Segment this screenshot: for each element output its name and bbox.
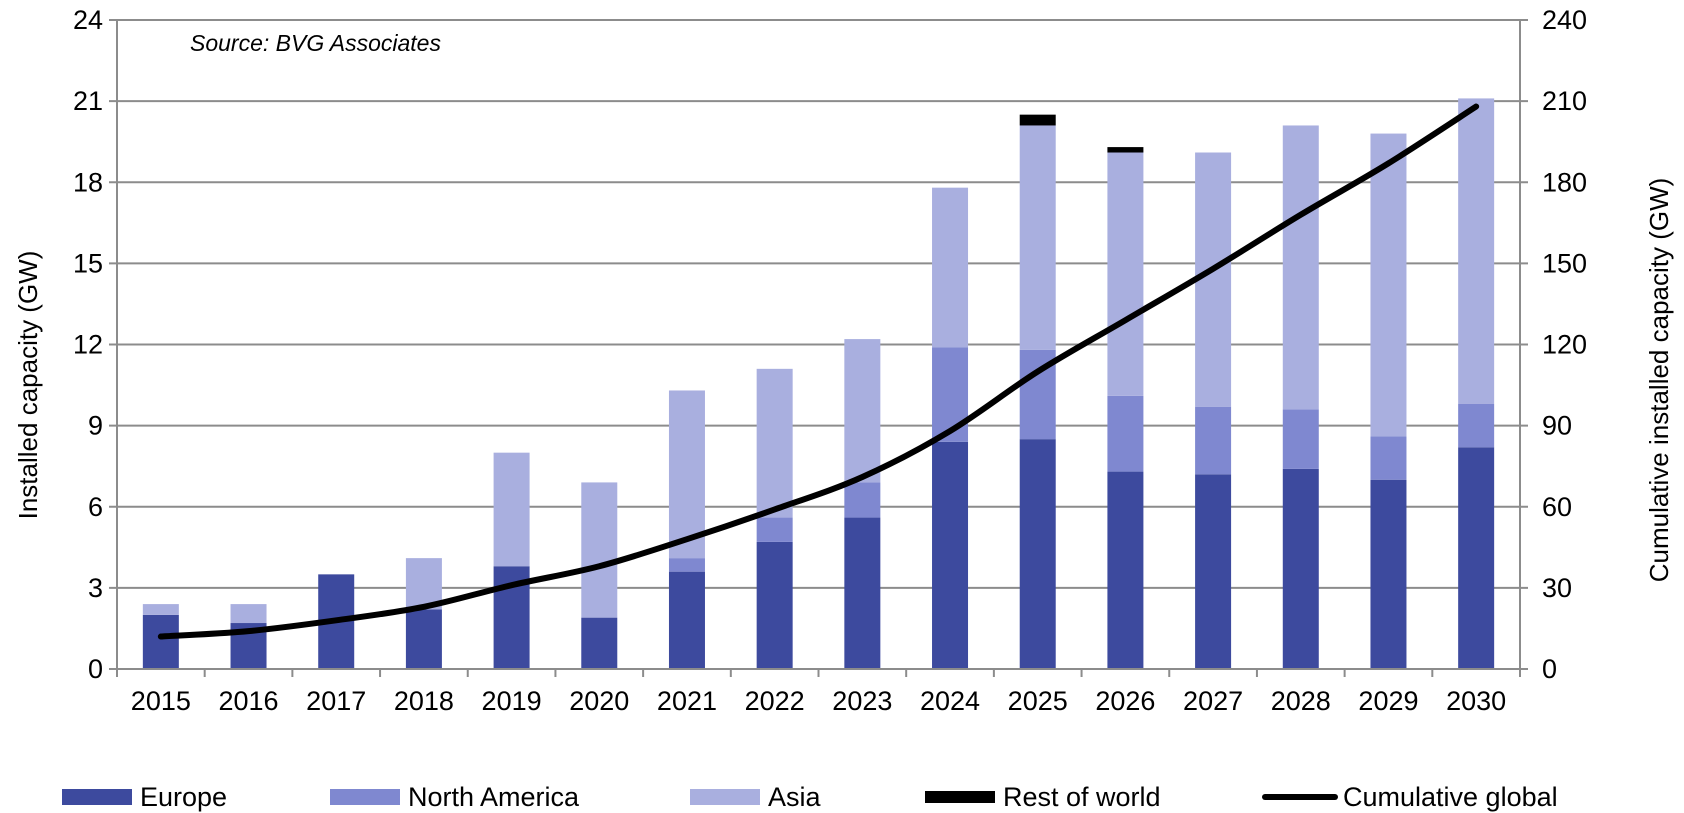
bar-north-america-2028 xyxy=(1282,409,1319,469)
bar-europe-2029 xyxy=(1370,479,1407,669)
y-right-tick-label: 30 xyxy=(1542,573,1572,603)
y-left-tick-label: 24 xyxy=(73,5,103,35)
bar-europe-2025 xyxy=(1019,439,1056,669)
y-right-tick-label: 180 xyxy=(1542,167,1587,197)
bar-asia-2025 xyxy=(1019,125,1056,350)
bar-asia-2022 xyxy=(756,368,793,518)
bar-asia-2029 xyxy=(1370,133,1407,437)
bar-europe-2021 xyxy=(668,571,705,669)
bar-asia-2026 xyxy=(1107,152,1144,396)
y-axis-left-title: Installed capacity (GW) xyxy=(13,251,43,520)
x-tick-label: 2018 xyxy=(394,686,454,716)
x-tick-label: 2030 xyxy=(1446,686,1506,716)
bar-north-america-2021 xyxy=(668,558,705,572)
bar-north-america-2027 xyxy=(1195,406,1232,475)
bar-asia-2015 xyxy=(142,604,179,615)
y-left-tick-label: 15 xyxy=(73,248,103,278)
x-tick-label: 2016 xyxy=(218,686,278,716)
x-tick-label: 2020 xyxy=(569,686,629,716)
legend-swatch-rest-of-world xyxy=(925,791,995,803)
bar-europe-2026 xyxy=(1107,471,1144,669)
y-left-tick-label: 12 xyxy=(73,330,103,360)
y-left-tick-label: 0 xyxy=(88,654,103,684)
y-left-tick-label: 9 xyxy=(88,411,103,441)
y-right-tick-label: 90 xyxy=(1542,411,1572,441)
bar-north-america-2023 xyxy=(844,482,881,518)
bar-rest-of-world-2025 xyxy=(1019,114,1056,126)
gridlines xyxy=(117,19,1520,589)
legend-label-rest-of-world: Rest of world xyxy=(1003,782,1161,812)
y-left-tick-label: 21 xyxy=(73,86,103,116)
bar-asia-2018 xyxy=(405,558,442,610)
y-right-tick-label: 240 xyxy=(1542,5,1587,35)
tick-labels: 0369121518212403060901201501802102402015… xyxy=(73,5,1587,716)
bar-europe-2015 xyxy=(142,614,179,669)
bar-asia-2021 xyxy=(668,390,705,559)
legend-swatch-asia xyxy=(690,789,760,805)
bar-europe-2028 xyxy=(1282,468,1319,669)
bar-europe-2024 xyxy=(932,441,969,669)
bar-europe-2030 xyxy=(1458,447,1495,669)
bar-asia-2028 xyxy=(1282,125,1319,410)
legend: Europe North America Asia Rest of world Cumu… xyxy=(62,782,1558,812)
y-right-tick-label: 210 xyxy=(1542,86,1587,116)
legend-label-europe: Europe xyxy=(140,782,227,812)
bar-north-america-2030 xyxy=(1458,403,1495,448)
cumulative-line-layer xyxy=(157,103,1480,640)
x-tick-label: 2017 xyxy=(306,686,366,716)
y-left-tick-label: 3 xyxy=(88,573,103,603)
x-tick-label: 2029 xyxy=(1358,686,1418,716)
source-annotation: Source: BVG Associates xyxy=(190,30,441,56)
bar-asia-2024 xyxy=(932,187,969,348)
bars xyxy=(142,98,1495,669)
y-axis-right-title: Cumulative installed capacity (GW) xyxy=(1644,178,1674,583)
bar-north-america-2022 xyxy=(756,517,793,542)
legend-label-north-america: North America xyxy=(408,782,580,812)
legend-swatch-north-america xyxy=(330,789,400,805)
y-right-tick-label: 60 xyxy=(1542,492,1572,522)
x-tick-label: 2015 xyxy=(131,686,191,716)
bar-europe-2018 xyxy=(405,609,442,669)
bar-rest-of-world-2026 xyxy=(1107,147,1144,153)
y-right-tick-label: 150 xyxy=(1542,248,1587,278)
cumulative-global-line xyxy=(157,103,1480,640)
x-tick-label: 2025 xyxy=(1008,686,1068,716)
x-tick-label: 2021 xyxy=(657,686,717,716)
axes xyxy=(109,19,1528,677)
x-tick-label: 2028 xyxy=(1271,686,1331,716)
legend-label-cumulative-global: Cumulative global xyxy=(1343,782,1558,812)
bar-asia-2020 xyxy=(581,482,618,618)
y-right-tick-label: 120 xyxy=(1542,330,1587,360)
bar-europe-2020 xyxy=(581,617,618,669)
bar-europe-2022 xyxy=(756,541,793,669)
y-left-tick-label: 6 xyxy=(88,492,103,522)
legend-swatch-europe xyxy=(62,789,132,805)
x-tick-label: 2019 xyxy=(482,686,542,716)
x-tick-label: 2023 xyxy=(832,686,892,716)
bar-asia-2030 xyxy=(1458,98,1495,404)
bar-europe-2027 xyxy=(1195,474,1232,669)
bar-north-america-2029 xyxy=(1370,436,1407,480)
legend-label-asia: Asia xyxy=(768,782,822,812)
x-tick-label: 2024 xyxy=(920,686,980,716)
y-left-tick-label: 18 xyxy=(73,167,103,197)
bar-asia-2023 xyxy=(844,339,881,483)
bar-europe-2023 xyxy=(844,517,881,669)
bar-asia-2016 xyxy=(230,604,267,624)
bar-asia-2027 xyxy=(1195,152,1232,407)
bar-north-america-2026 xyxy=(1107,395,1144,472)
x-tick-label: 2027 xyxy=(1183,686,1243,716)
y-right-tick-label: 0 xyxy=(1542,654,1557,684)
x-tick-label: 2022 xyxy=(745,686,805,716)
bar-asia-2019 xyxy=(493,452,530,567)
x-tick-label: 2026 xyxy=(1095,686,1155,716)
